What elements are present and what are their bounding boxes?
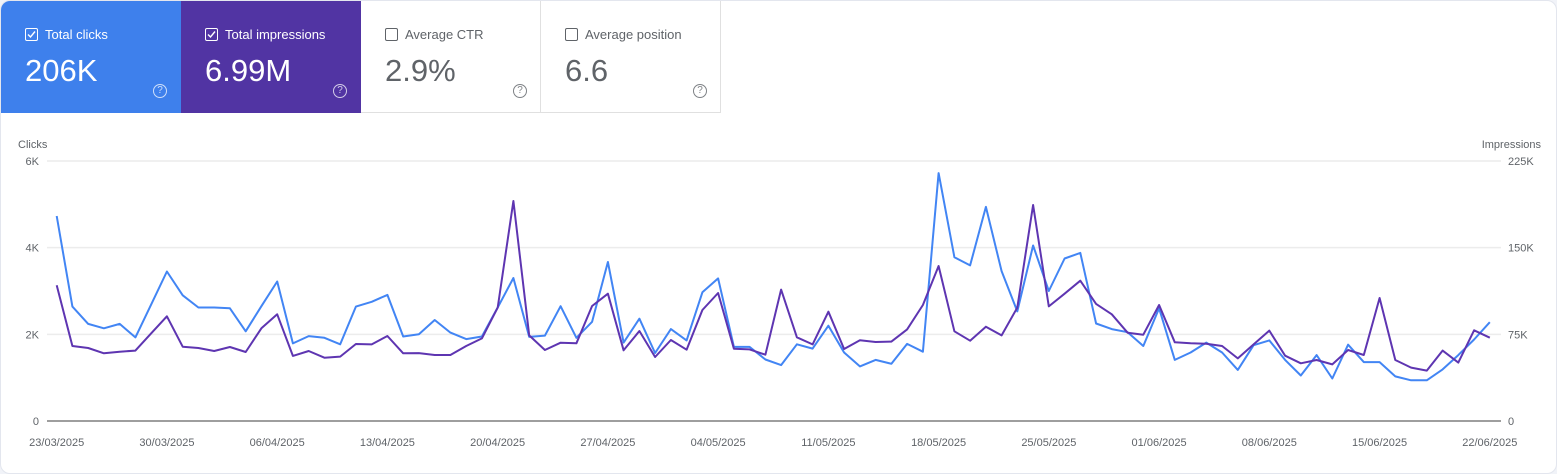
metric-label: Average CTR xyxy=(405,27,484,42)
x-tick-label: 11/05/2025 xyxy=(801,437,855,449)
left-tick-label: 4K xyxy=(26,243,40,255)
metric-card-average-ctr[interactable]: Average CTR 2.9% ? xyxy=(361,1,541,113)
metric-card-total-clicks[interactable]: Total clicks 206K ? xyxy=(1,1,181,113)
metric-value: 206K xyxy=(25,53,98,88)
checkbox-unchecked-icon[interactable] xyxy=(565,28,578,41)
x-tick-label: 18/05/2025 xyxy=(911,437,966,449)
right-tick-label: 150K xyxy=(1508,243,1534,255)
metric-value: 6.6 xyxy=(565,53,609,88)
series-line-clicks xyxy=(55,172,1491,382)
metric-value: 6.99M xyxy=(205,53,292,88)
left-tick-label: 0 xyxy=(33,416,39,428)
x-tick-label: 27/04/2025 xyxy=(580,437,635,449)
x-tick-label: 15/06/2025 xyxy=(1352,437,1407,449)
metric-card-average-position[interactable]: Average position 6.6 ? xyxy=(541,1,721,113)
help-icon[interactable]: ? xyxy=(693,84,707,98)
x-tick-label: 30/03/2025 xyxy=(139,437,194,449)
metric-card-total-impressions[interactable]: Total impressions 6.99M ? xyxy=(181,1,361,113)
x-tick-label: 13/04/2025 xyxy=(360,437,415,449)
left-tick-label: 6K xyxy=(26,156,40,168)
x-tick-label: 04/05/2025 xyxy=(691,437,746,449)
help-icon[interactable]: ? xyxy=(153,84,167,98)
right-tick-label: 0 xyxy=(1508,416,1514,428)
x-tick-label: 25/05/2025 xyxy=(1021,437,1076,449)
metric-label: Total impressions xyxy=(225,27,326,42)
right-tick-label: 225K xyxy=(1508,156,1534,168)
series-line-impressions xyxy=(55,200,1491,372)
help-icon[interactable]: ? xyxy=(513,84,527,98)
x-tick-label: 01/06/2025 xyxy=(1132,437,1187,449)
metric-label: Total clicks xyxy=(45,27,108,42)
help-icon[interactable]: ? xyxy=(333,84,347,98)
left-axis-title: Clicks xyxy=(18,139,48,151)
x-tick-label: 08/06/2025 xyxy=(1242,437,1297,449)
checkbox-unchecked-icon[interactable] xyxy=(385,28,398,41)
right-tick-label: 75K xyxy=(1508,329,1528,341)
metric-value: 2.9% xyxy=(385,53,456,88)
x-tick-label: 20/04/2025 xyxy=(470,437,525,449)
left-tick-label: 2K xyxy=(26,329,40,341)
x-tick-label: 22/06/2025 xyxy=(1462,437,1517,449)
checkbox-checked-icon[interactable] xyxy=(25,28,38,41)
metric-cards: Total clicks 206K ? Total impressions 6.… xyxy=(1,1,721,113)
x-tick-label: 23/03/2025 xyxy=(29,437,84,449)
right-axis-title: Impressions xyxy=(1482,139,1542,151)
x-tick-label: 06/04/2025 xyxy=(250,437,305,449)
metric-label: Average position xyxy=(585,27,682,42)
checkbox-checked-icon[interactable] xyxy=(205,28,218,41)
